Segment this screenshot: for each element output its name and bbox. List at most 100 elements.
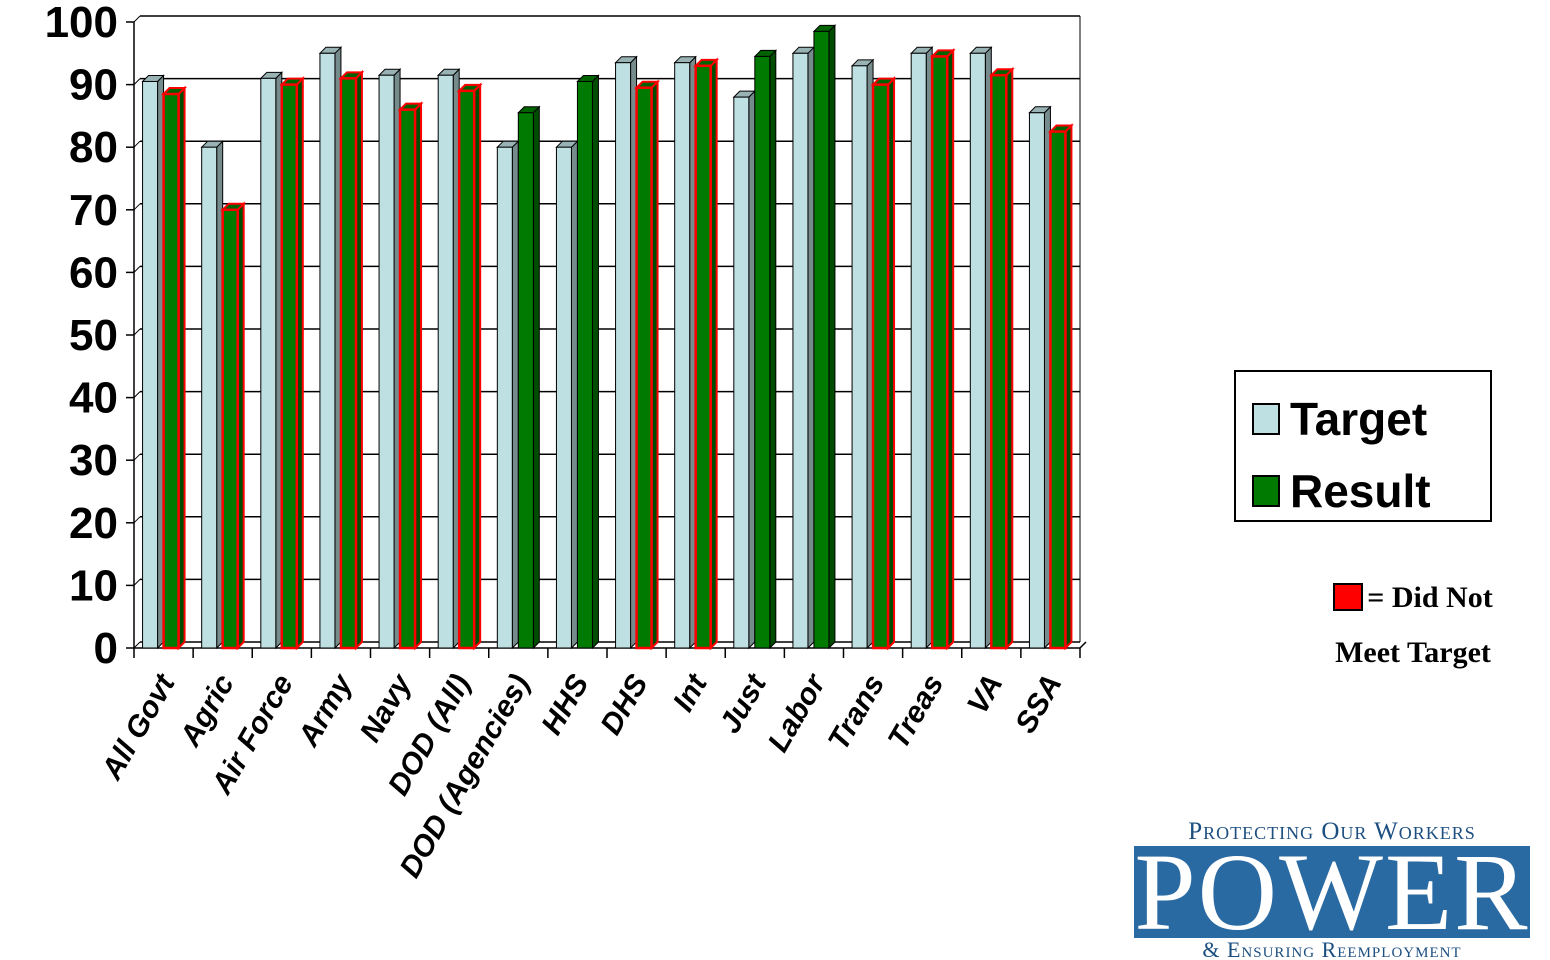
bar-target-side bbox=[748, 89, 756, 650]
bar-result-front bbox=[517, 112, 534, 649]
legend-item-result: Result bbox=[1252, 468, 1431, 514]
bar-result-missed-front bbox=[990, 73, 1008, 650]
gridline-depth bbox=[133, 641, 141, 649]
bar-target-front bbox=[142, 80, 159, 649]
y-tick-label: 80 bbox=[69, 123, 118, 172]
bar-result-missed-front bbox=[221, 208, 239, 650]
bar-result-missed-front bbox=[635, 86, 653, 650]
bar-target bbox=[791, 46, 816, 650]
x-tick-label: VA bbox=[961, 669, 1009, 720]
gridline-depth bbox=[133, 15, 141, 23]
gridline-depth bbox=[133, 140, 141, 148]
y-tick-label: 60 bbox=[69, 248, 118, 297]
gridline-depth bbox=[133, 579, 141, 586]
bar-target-front bbox=[792, 52, 809, 649]
bar-target-front bbox=[674, 62, 691, 649]
bar-target-front bbox=[201, 146, 218, 649]
bar-target-side bbox=[570, 139, 578, 650]
y-tick-label: 20 bbox=[69, 499, 118, 548]
y-tick-label: 40 bbox=[69, 374, 118, 423]
logo-top-text: Protecting Our Workers bbox=[1188, 818, 1476, 845]
gridline-depth bbox=[133, 328, 141, 336]
bar-result-missed-front bbox=[457, 89, 476, 650]
y-tick-label: 100 bbox=[45, 0, 118, 47]
bar-target-front bbox=[910, 52, 927, 649]
did-not-meet-note: = Did Not Meet Target bbox=[1278, 570, 1548, 680]
bar-target bbox=[377, 68, 402, 650]
bar-target bbox=[1028, 105, 1052, 650]
bar-result-missed bbox=[220, 201, 247, 651]
x-tick-label: Treas bbox=[882, 669, 950, 754]
bar-target bbox=[909, 46, 934, 650]
bar-target bbox=[496, 139, 520, 650]
bar-target-side bbox=[511, 139, 519, 650]
bar-result-side bbox=[769, 49, 777, 650]
x-tick-label: Trans bbox=[822, 669, 891, 756]
bar-result-front bbox=[754, 55, 771, 649]
bar-target-front bbox=[437, 74, 454, 649]
bar-result-missed bbox=[338, 69, 365, 651]
y-tick-label: 50 bbox=[69, 311, 118, 360]
red-swatch bbox=[1333, 583, 1364, 611]
bar-target bbox=[614, 55, 638, 650]
bar-target-front bbox=[851, 65, 868, 649]
bar-target-front bbox=[615, 62, 632, 649]
y-tick-label: 90 bbox=[69, 61, 118, 110]
bar-result-front bbox=[813, 30, 830, 649]
bar-target-front bbox=[378, 74, 395, 649]
bar-result-side bbox=[591, 74, 599, 650]
note-text-1: = Did Not bbox=[1367, 581, 1493, 614]
logo-main-text: POWER bbox=[1134, 846, 1530, 938]
bar-result-missed-front bbox=[398, 108, 417, 650]
bar-result-missed bbox=[161, 85, 187, 651]
bar-result bbox=[812, 24, 837, 650]
bar-result-missed bbox=[693, 57, 720, 651]
bar-result-missed-front bbox=[280, 83, 299, 650]
bar-result-missed-front bbox=[930, 55, 949, 650]
bar-result-missed bbox=[988, 66, 1015, 651]
legend: Target Result bbox=[1234, 370, 1492, 522]
bar-target bbox=[673, 55, 697, 650]
bar-target-front bbox=[496, 146, 513, 649]
bar-result-missed bbox=[279, 76, 306, 651]
y-tick-label: 0 bbox=[94, 624, 118, 673]
x-tick-label: All Govt bbox=[95, 667, 183, 786]
bar-result-side bbox=[828, 24, 836, 650]
bar-result-missed bbox=[870, 76, 897, 651]
bar-result-side bbox=[532, 105, 540, 650]
bar-result-missed bbox=[456, 82, 483, 651]
legend-label-target: Target bbox=[1290, 393, 1428, 445]
bar-result-missed-front bbox=[1049, 130, 1067, 650]
gridline-depth bbox=[133, 266, 141, 273]
gridline-depth bbox=[133, 78, 141, 85]
bar-result-missed bbox=[634, 79, 660, 651]
x-tick-label: Army bbox=[292, 668, 360, 753]
gridline-depth bbox=[133, 203, 141, 211]
x-tick-label: Labor bbox=[762, 667, 833, 758]
y-tick-label: 30 bbox=[69, 436, 118, 485]
bar-result-missed bbox=[397, 101, 424, 651]
bar-target bbox=[259, 71, 284, 650]
bar-result-missed-front bbox=[871, 83, 890, 650]
x-tick-label: SSA bbox=[1009, 669, 1068, 739]
bar-target bbox=[318, 46, 343, 650]
bar-result-missed-front bbox=[162, 92, 180, 650]
bar-target-front bbox=[555, 146, 572, 649]
note-text-2: Meet Target bbox=[1335, 636, 1491, 669]
bar-target bbox=[141, 74, 165, 650]
legend-swatch-result bbox=[1252, 475, 1280, 507]
bar-result bbox=[576, 74, 600, 650]
power-logo: Protecting Our Workers POWER & Ensuring … bbox=[1134, 818, 1530, 960]
bar-target-front bbox=[260, 77, 277, 649]
bar-target bbox=[436, 68, 461, 650]
legend-label-result: Result bbox=[1290, 465, 1431, 517]
gridline-depth bbox=[133, 391, 141, 398]
x-axis-depth bbox=[1079, 641, 1087, 649]
bar-result-missed-front bbox=[339, 77, 358, 650]
bar-target-front bbox=[319, 52, 336, 649]
y-tick-label: 10 bbox=[69, 561, 118, 610]
bar-target-front bbox=[1028, 112, 1045, 649]
bar-target bbox=[850, 58, 875, 650]
bar-target bbox=[200, 139, 224, 650]
bar-target bbox=[969, 46, 993, 650]
